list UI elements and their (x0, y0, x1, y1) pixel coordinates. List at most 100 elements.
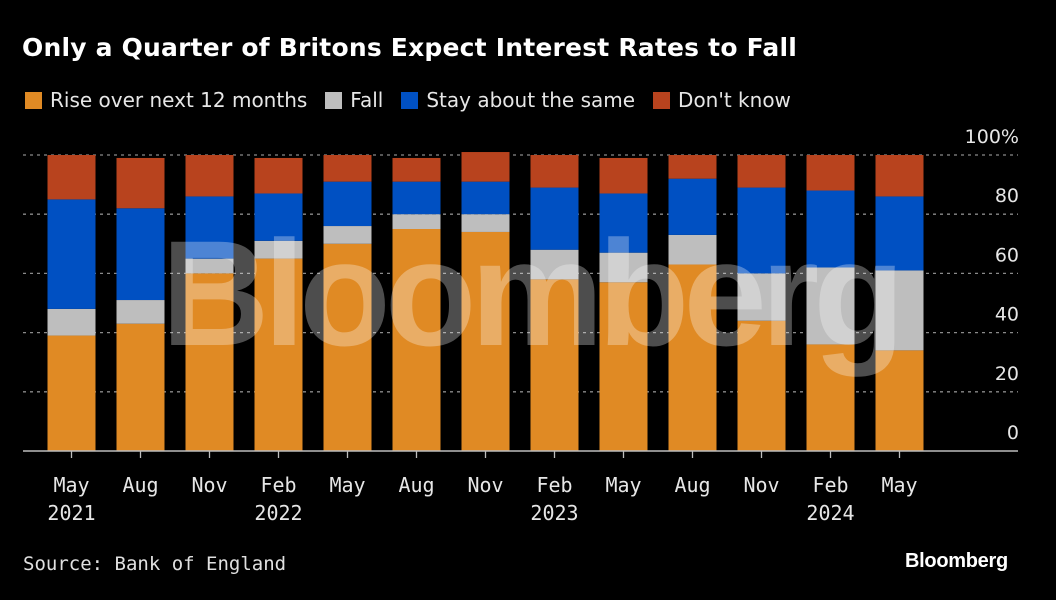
bar-segment-rise (254, 258, 303, 451)
y-tick-labels: 0 20 40 60 80 100% (965, 126, 1019, 444)
legend-label-same: Stay about the same (426, 88, 636, 112)
bar-segment-dont-know (47, 155, 96, 200)
bar-segment-same (47, 199, 96, 309)
gridlines (23, 154, 1018, 393)
bar-stack (875, 155, 924, 451)
chart-title: Only a Quarter of Britons Expect Interes… (22, 33, 798, 62)
bar-segment-fall (806, 267, 855, 345)
y-tick-label: 0 (1007, 422, 1019, 444)
bar-stack (392, 157, 441, 451)
bar-segment-same (599, 193, 648, 253)
x-tick-label-year: 2022 (254, 501, 302, 525)
bar-segment-fall (599, 252, 648, 283)
bar-segment-rise (737, 320, 786, 451)
x-tick-label-year: 2021 (47, 501, 95, 525)
bar-segment-same (737, 187, 786, 274)
legend-item-fall: Fall (325, 88, 383, 112)
bar-segment-dont-know (185, 155, 234, 197)
bar-segment-rise (806, 344, 855, 451)
bar-segment-same (323, 181, 372, 227)
x-tick-label-month: Feb (812, 473, 848, 497)
bar-segment-same (875, 196, 924, 271)
y-tick-label: 40 (995, 304, 1019, 326)
bar-segment-rise (668, 264, 717, 451)
x-tick-label-month: Aug (674, 473, 710, 497)
bar-segment-dont-know (116, 157, 165, 209)
bar-segment-rise (185, 273, 234, 451)
bar-segment-rise (875, 350, 924, 451)
bar-stack (47, 155, 96, 451)
bar-stack (806, 155, 855, 451)
legend-label-fall: Fall (350, 88, 384, 112)
bar-segment-same (806, 190, 855, 268)
bar-segment-fall (47, 308, 96, 336)
bloomberg-logo: Bloomberg (905, 550, 1008, 572)
bar-segment-same (116, 208, 165, 301)
bar-segment-rise (530, 279, 579, 451)
bar-segment-same (254, 193, 303, 241)
legend-swatch-dont-know (653, 91, 671, 109)
bar-segment-dont-know (461, 152, 510, 182)
bar-segment-same (530, 187, 579, 250)
bar-segment-same (461, 181, 510, 215)
watermark-layer: Bloomberg (161, 209, 905, 377)
legend-label-rise: Rise over next 12 months (50, 88, 308, 112)
x-tick-label-month: Aug (398, 473, 434, 497)
bar-segment-dont-know (392, 157, 441, 182)
bar-segment-fall (116, 300, 165, 324)
watermark-text: Bloomberg (161, 209, 899, 377)
source-note: Source: Bank of England (23, 553, 287, 575)
y-tick-label: 20 (995, 363, 1019, 385)
bar-segment-dont-know (668, 155, 717, 179)
y-tick-label: 60 (995, 244, 1019, 266)
y-tick-label: 80 (995, 185, 1019, 207)
x-tick-label-month: Feb (536, 473, 572, 497)
bar-segment-rise (599, 282, 648, 451)
bar-segment-same (668, 178, 717, 235)
bar-segment-fall (461, 214, 510, 232)
bar-segment-dont-know (599, 157, 648, 194)
x-tick-label-year: 2024 (806, 501, 854, 525)
bar-stack (323, 155, 372, 451)
bar-segment-fall (254, 240, 303, 259)
x-tick-label-month: Nov (467, 473, 503, 497)
bar-stack (116, 157, 165, 451)
bar-segment-rise (116, 323, 165, 451)
bar-segment-fall (737, 273, 786, 321)
bar-segment-rise (392, 229, 441, 451)
x-tick-label-month: May (53, 473, 89, 497)
y-tick-label: 100% (965, 126, 1019, 148)
bar-segment-same (392, 181, 441, 215)
bar-stack (530, 155, 579, 451)
bar-stack (254, 157, 303, 451)
bars (47, 152, 924, 451)
axes (23, 450, 1018, 458)
x-tick-label-month: May (329, 473, 365, 497)
legend-item-dont-know: Don't know (653, 88, 791, 112)
bar-segment-dont-know (530, 155, 579, 188)
x-tick-label-month: May (605, 473, 641, 497)
legend-swatch-rise (25, 91, 42, 109)
legend-swatch-same (401, 91, 419, 109)
bar-segment-fall (668, 234, 717, 265)
bar-stack (599, 157, 648, 451)
legend-label-dont-know: Don't know (678, 88, 791, 112)
x-tick-label-month: Nov (191, 473, 227, 497)
legend-swatch-fall (325, 91, 343, 109)
bar-segment-fall (392, 214, 441, 229)
bar-stack (461, 152, 510, 451)
bar-stack (668, 155, 717, 451)
bar-segment-dont-know (875, 155, 924, 197)
bar-segment-dont-know (323, 155, 372, 182)
x-tick-label-month: Feb (260, 473, 296, 497)
bar-segment-fall (185, 258, 234, 274)
legend: Rise over next 12 months Fall Stay about… (25, 88, 809, 112)
bar-segment-rise (323, 243, 372, 451)
x-tick-label-month: May (881, 473, 917, 497)
x-tick-label-year: 2023 (530, 501, 578, 525)
bar-segment-fall (323, 226, 372, 244)
x-tick-labels: May 2021 Aug Nov Feb 2022 May Aug Nov Feb 2023 May A… (47, 473, 917, 525)
x-tick-label-month: Aug (122, 473, 158, 497)
legend-item-rise: Rise over next 12 months (25, 88, 307, 112)
